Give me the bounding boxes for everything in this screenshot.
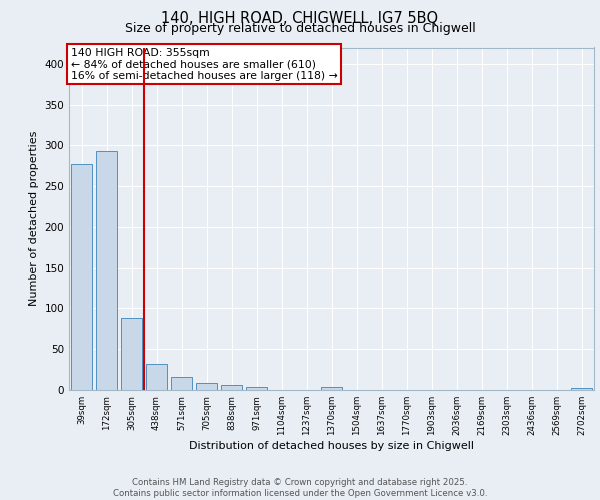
Text: Contains HM Land Registry data © Crown copyright and database right 2025.
Contai: Contains HM Land Registry data © Crown c… — [113, 478, 487, 498]
Text: 140 HIGH ROAD: 355sqm
← 84% of detached houses are smaller (610)
16% of semi-det: 140 HIGH ROAD: 355sqm ← 84% of detached … — [71, 48, 337, 80]
Y-axis label: Number of detached properties: Number of detached properties — [29, 131, 39, 306]
Bar — [71, 164, 92, 390]
Bar — [571, 388, 592, 390]
Text: Size of property relative to detached houses in Chigwell: Size of property relative to detached ho… — [125, 22, 475, 35]
Bar — [196, 384, 217, 390]
Bar — [246, 386, 267, 390]
X-axis label: Distribution of detached houses by size in Chigwell: Distribution of detached houses by size … — [189, 441, 474, 451]
Text: 140, HIGH ROAD, CHIGWELL, IG7 5BQ: 140, HIGH ROAD, CHIGWELL, IG7 5BQ — [161, 11, 439, 26]
Bar — [221, 385, 242, 390]
Bar — [321, 386, 342, 390]
Bar — [96, 151, 117, 390]
Bar — [146, 364, 167, 390]
Bar — [171, 377, 192, 390]
Bar — [121, 318, 142, 390]
